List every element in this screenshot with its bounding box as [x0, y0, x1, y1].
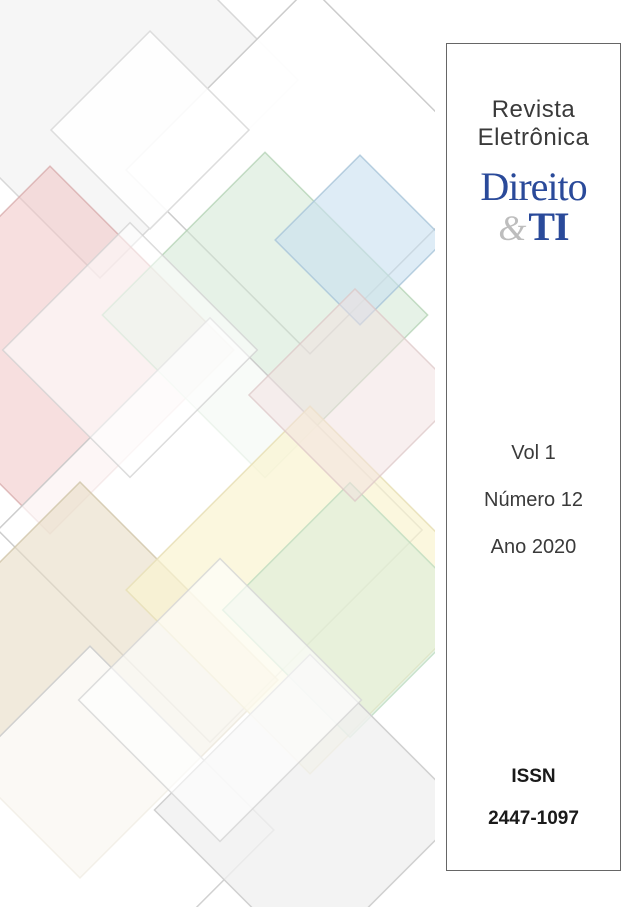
ampersand-icon: & [498, 207, 526, 249]
journal-title-ti: TI [528, 203, 568, 250]
issn-block: ISSN 2447-1097 [488, 766, 579, 830]
journal-title-word: Direito [478, 169, 590, 205]
journal-subtitle-line1: Revista [478, 96, 590, 124]
info-sidebar: Revista Eletrônica Direito & TI Vol 1 Nú… [446, 43, 621, 871]
volume-text: Vol 1 [484, 442, 583, 465]
number-text: Número 12 [484, 489, 583, 512]
journal-header: Revista Eletrônica Direito & TI [478, 96, 590, 250]
issn-label: ISSN [488, 766, 579, 788]
cover-artwork [0, 0, 435, 907]
year-text: Ano 2020 [484, 536, 583, 559]
journal-title-line2: & TI [478, 203, 590, 250]
journal-subtitle-line2: Eletrônica [478, 124, 590, 152]
issn-value: 2447-1097 [488, 808, 579, 830]
issue-meta: Vol 1 Número 12 Ano 2020 [484, 442, 583, 583]
